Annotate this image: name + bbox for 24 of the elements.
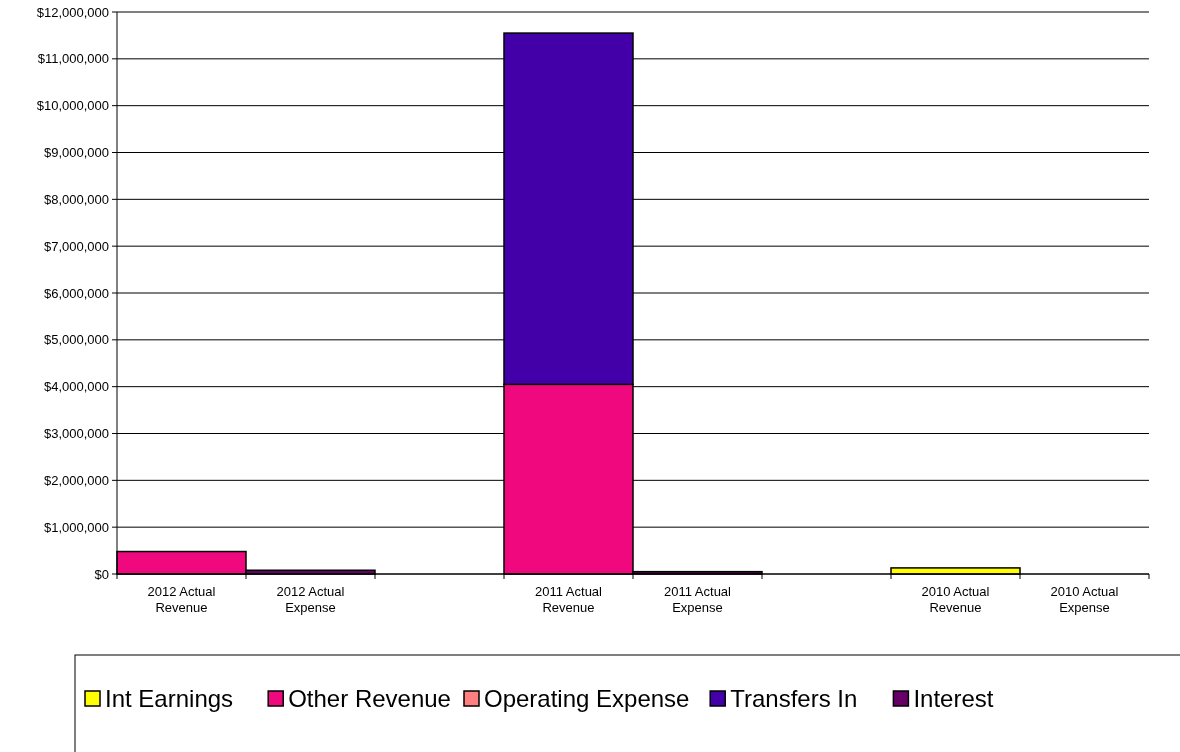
- x-tick-label: 2010 Actual Expense: [1050, 584, 1119, 615]
- x-tick-label: 2011 Actual Expense: [664, 584, 732, 615]
- x-tick-label: 2010 Actual Revenue: [921, 584, 990, 615]
- y-tick-label: $11,000,000: [37, 51, 109, 67]
- x-tick-label: 2012 Actual Revenue: [147, 584, 216, 615]
- legend-label: Int Earnings: [105, 685, 234, 713]
- y-tick-label: $8,000,000: [43, 191, 109, 207]
- y-tick-label: $6,000,000: [43, 285, 109, 301]
- y-tick-label: $5,000,000: [43, 332, 109, 348]
- y-tick-label: $7,000,000: [43, 238, 109, 254]
- y-tick-label: $9,000,000: [43, 145, 109, 161]
- legend-label: Interest: [913, 685, 994, 713]
- y-tick-label: $2,000,000: [43, 472, 109, 488]
- legend-label: Other Revenue: [288, 685, 451, 713]
- x-tick-label: 2011 Actual Revenue: [535, 584, 603, 615]
- legend-label: Transfers In: [730, 685, 858, 713]
- y-tick-label: $10,000,000: [36, 98, 109, 114]
- y-tick-label: $0: [94, 566, 109, 582]
- y-tick-label: $4,000,000: [43, 379, 109, 395]
- y-tick-label: $1,000,000: [43, 519, 109, 535]
- legend-label: Operating Expense: [484, 685, 690, 713]
- y-tick-label: $3,000,000: [43, 426, 109, 442]
- x-tick-label: 2012 Actual Expense: [276, 584, 345, 615]
- y-tick-label: $12,000,000: [36, 4, 109, 20]
